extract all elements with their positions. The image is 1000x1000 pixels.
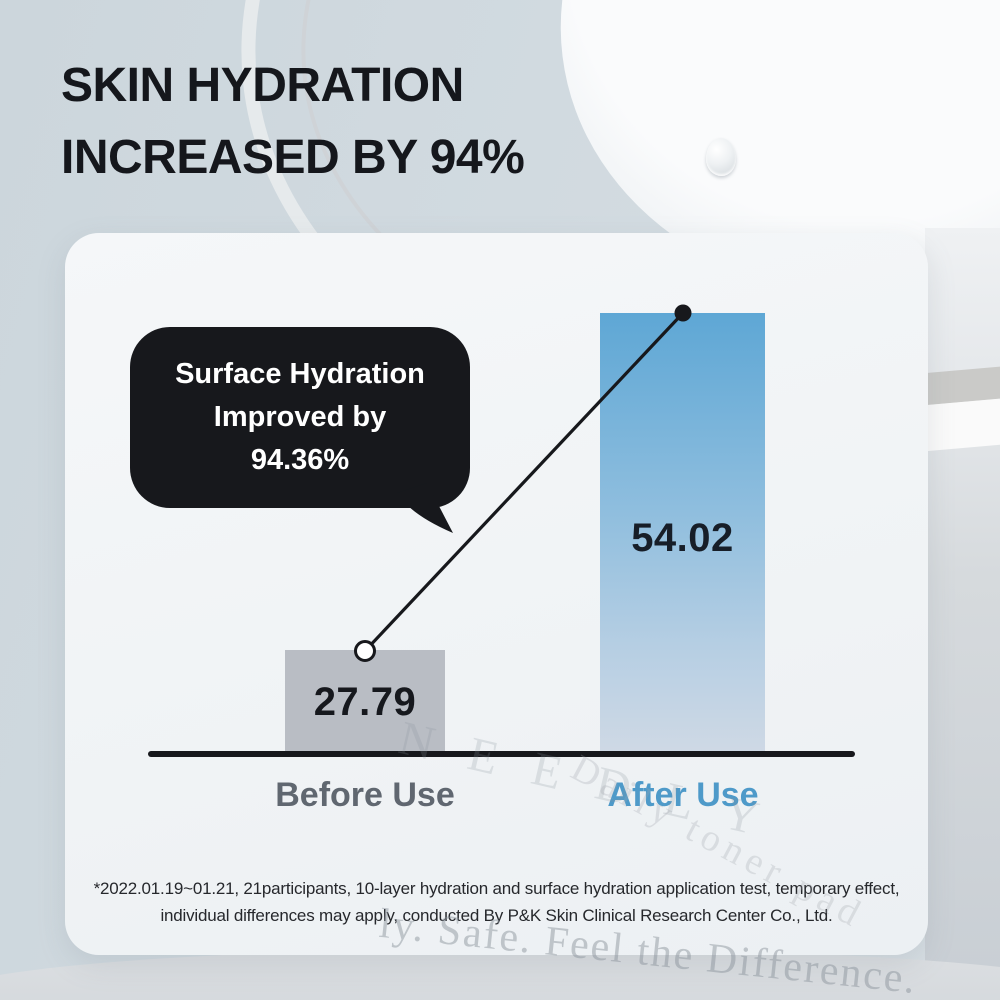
bar-value-before: 27.79 xyxy=(313,679,417,724)
footnote-line1: *2022.01.19~01.21, 21participants, 10-la… xyxy=(93,879,900,898)
water-droplet xyxy=(706,138,736,176)
jar-rim-band-light xyxy=(920,398,1000,452)
footnote-line2: individual differences may apply, conduc… xyxy=(160,906,833,925)
callout-bubble: Surface Hydration Improved by 94.36% xyxy=(130,327,470,508)
axis-baseline xyxy=(148,751,855,757)
footnote: *2022.01.19~01.21, 21participants, 10-la… xyxy=(65,875,928,929)
category-label-before: Before Use xyxy=(275,776,455,814)
callout-line2: Improved by xyxy=(213,401,387,433)
category-label-after: After Use xyxy=(607,776,759,814)
chart-card: Surface Hydration Improved by 94.36% 27.… xyxy=(65,233,928,955)
callout-line3: 94.36% xyxy=(250,444,350,476)
page-title-line1: SKIN HYDRATION xyxy=(61,59,464,112)
callout-line1: Surface Hydration xyxy=(175,358,425,390)
bar-after-use: 54.02 xyxy=(600,313,765,754)
page-title: SKIN HYDRATION INCREASED BY 94% xyxy=(61,50,525,194)
jar-side-shading xyxy=(925,228,1000,1000)
bar-before-use: 27.79 xyxy=(285,650,445,754)
page-title-line2: INCREASED BY 94% xyxy=(61,131,525,184)
bar-value-after: 54.02 xyxy=(631,516,734,560)
